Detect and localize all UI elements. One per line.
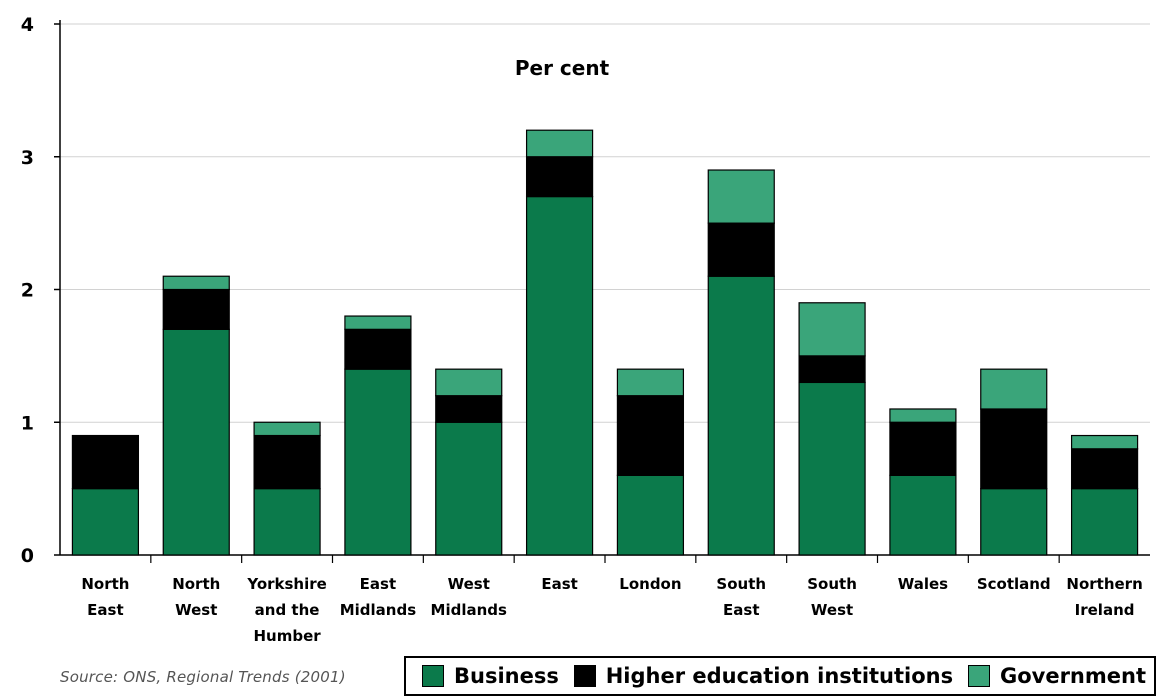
bar-segment-business (1070, 488, 1139, 556)
bar-segment-business (707, 275, 775, 556)
bar-segment-business (71, 488, 140, 556)
x-category-label: Wales (898, 575, 948, 593)
bar-segment-business (344, 368, 412, 556)
bar-segment-government (798, 302, 866, 357)
bar-segment-higher-education-institutions (889, 421, 957, 476)
x-category-label: South East (716, 575, 766, 619)
bar-segment-higher-education-institutions (344, 328, 412, 370)
y-tick-label: 1 (21, 412, 34, 434)
bar-segment-government (980, 368, 1048, 410)
bar-segment-higher-education-institutions (1070, 448, 1139, 490)
bar-segment-government (525, 129, 594, 158)
legend-label-business: Business (454, 664, 559, 688)
y-tick-label: 0 (21, 545, 34, 567)
legend-label-government: Government (999, 664, 1146, 688)
x-category-label: East Midlands (340, 575, 416, 619)
bar-segment-higher-education-institutions (435, 395, 503, 423)
bar-segment-higher-education-institutions (162, 288, 230, 330)
legend-swatch-government (967, 665, 990, 687)
bar-segment-business (798, 381, 866, 556)
bar-segment-business (253, 488, 321, 556)
bar-segment-business (435, 421, 503, 556)
x-category-label: West Midlands (431, 575, 507, 619)
x-category-label: North West (172, 575, 220, 619)
bar-segment-higher-education-institutions (798, 355, 866, 384)
bar-segment-higher-education-institutions (253, 434, 321, 490)
x-category-label: North East (81, 575, 129, 619)
bar-segment-higher-education-institutions (707, 222, 775, 277)
bar-segment-government (344, 315, 412, 330)
bar-segment-higher-education-institutions (616, 395, 685, 476)
bar-segment-government (889, 408, 957, 423)
x-category-label: Scotland (977, 575, 1051, 593)
legend-item-government: Government (967, 664, 1146, 688)
bar-segment-government (162, 275, 230, 291)
y-tick-label: 2 (21, 280, 34, 302)
legend-swatch-business (422, 665, 444, 687)
y-tick-label: 4 (21, 14, 34, 36)
bar-segment-business (616, 474, 685, 556)
bar-segment-business (980, 488, 1048, 556)
bar-segment-higher-education-institutions (980, 408, 1048, 490)
legend: Business Higher education institutions G… (404, 656, 1156, 696)
legend-item-business: Business (422, 664, 559, 688)
bar-segment-business (525, 195, 594, 556)
y-axis-label: Per cent (515, 56, 610, 80)
x-category-label: London (619, 575, 681, 593)
bar-segment-business (889, 474, 957, 556)
bar-segment-government (253, 421, 321, 437)
legend-swatch-higher-education (573, 665, 596, 687)
x-category-label: East (541, 575, 577, 593)
x-category-label: South West (807, 575, 857, 619)
bar-segment-business (162, 328, 230, 556)
bar-segment-government (707, 169, 775, 224)
bar-segment-government (616, 368, 685, 397)
bar-segment-government (1070, 434, 1139, 450)
stacked-bar-chart: 0 1 2 3 4 Per cent North East North West Yorkshire… (21, 14, 1150, 645)
bar-segment-higher-education-institutions (525, 156, 594, 198)
bar-segment-higher-education-institutions (71, 434, 140, 490)
y-tick-label: 3 (21, 147, 34, 169)
legend-label-higher-education: Higher education institutions (605, 664, 954, 688)
x-category-label: Yorkshire and the Humber (246, 575, 326, 645)
x-category-label: Northern Ireland (1066, 575, 1142, 619)
bar-segment-government (435, 368, 503, 397)
source-note: Source: ONS, Regional Trends (2001) (60, 668, 346, 686)
legend-item-higher-education: Higher education institutions (573, 664, 954, 688)
